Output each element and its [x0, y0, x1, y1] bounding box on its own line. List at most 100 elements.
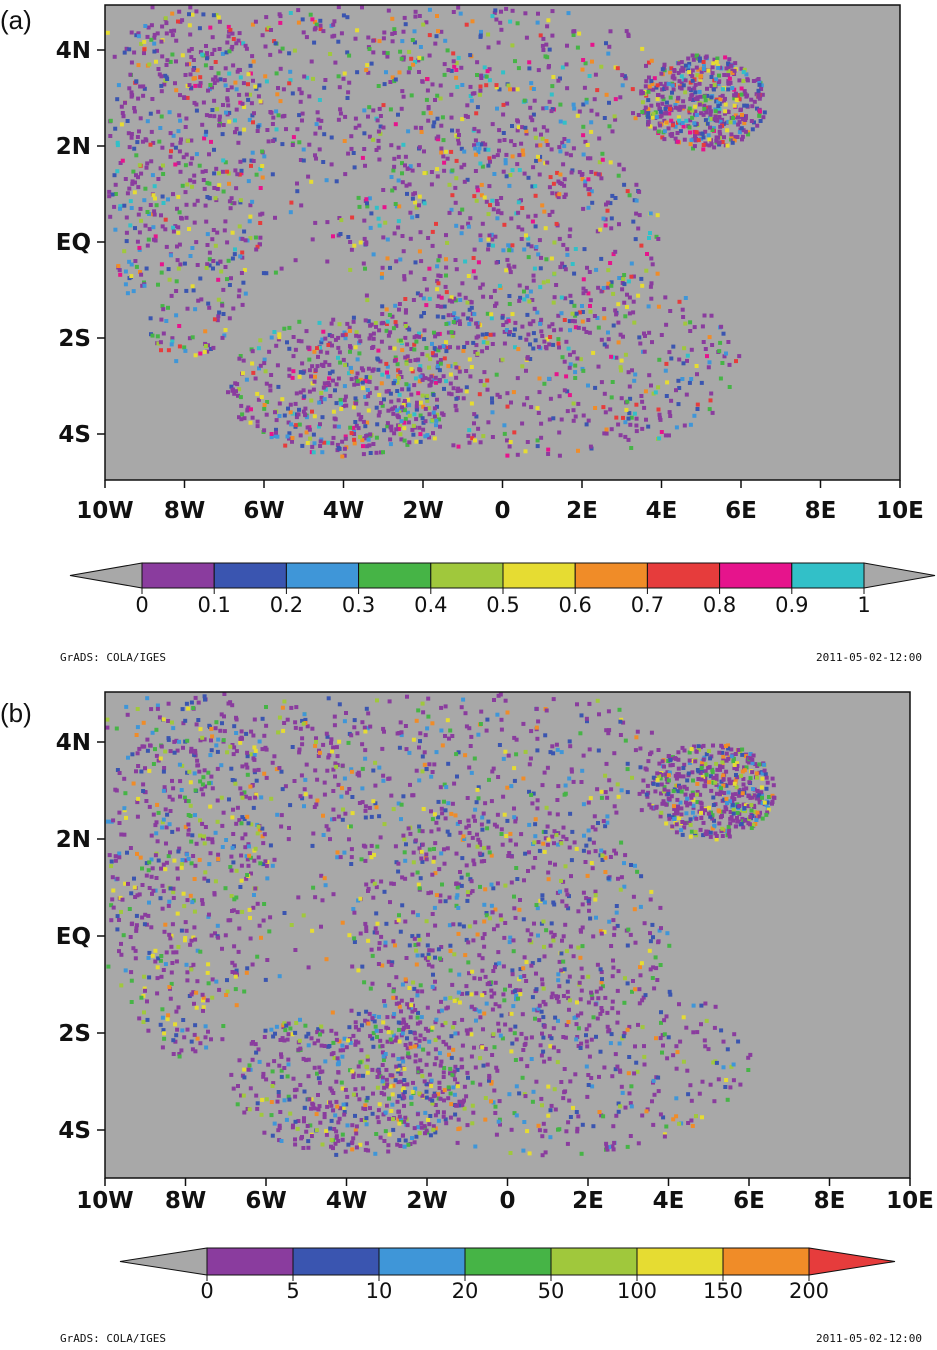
map-pixel [403, 919, 408, 924]
map-pixel [222, 692, 227, 696]
map-pixel [414, 962, 419, 967]
map-pixel [378, 359, 383, 364]
map-pixel [238, 740, 243, 745]
map-pixel [250, 349, 255, 354]
map-pixel [586, 205, 591, 210]
map-pixel [330, 441, 335, 446]
map-pixel [142, 198, 147, 203]
map-background [105, 5, 900, 480]
map-pixel [604, 92, 609, 97]
map-pixel [546, 279, 550, 284]
map-pixel [412, 936, 417, 941]
map-pixel [506, 854, 511, 858]
map-pixel [466, 940, 471, 945]
map-pixel [424, 767, 429, 771]
map-pixel [420, 416, 425, 421]
map-pixel [478, 1015, 483, 1020]
map-pixel [225, 750, 230, 755]
map-pixel [249, 163, 253, 168]
map-pixel [209, 748, 214, 753]
map-pixel [312, 441, 317, 446]
map-pixel [288, 78, 293, 83]
map-pixel [154, 876, 159, 880]
map-pixel [309, 59, 314, 64]
map-pixel [476, 837, 481, 842]
map-pixel [621, 415, 625, 420]
map-pixel [594, 915, 598, 920]
map-pixel [479, 709, 484, 714]
map-pixel [454, 752, 459, 757]
map-pixel [136, 63, 141, 68]
map-pixel [219, 712, 224, 717]
map-pixel [161, 769, 166, 774]
map-pixel [255, 424, 260, 429]
map-pixel [564, 903, 569, 908]
map-pixel [692, 121, 697, 126]
map-pixel [399, 817, 403, 822]
map-pixel [556, 972, 561, 977]
map-pixel [246, 82, 250, 87]
map-pixel [644, 417, 648, 422]
map-pixel [586, 1000, 591, 1005]
map-pixel [141, 720, 146, 725]
map-pixel [356, 898, 361, 903]
map-pixel [322, 876, 327, 881]
map-pixel [404, 361, 409, 366]
map-pixel [623, 352, 628, 357]
map-pixel [408, 358, 413, 363]
map-pixel [369, 211, 374, 216]
map-pixel [398, 257, 403, 262]
map-pixel [352, 243, 357, 248]
map-pixel [581, 58, 586, 62]
x-tick-label: 4W [323, 498, 364, 524]
map-pixel [605, 1024, 610, 1029]
map-pixel [293, 720, 298, 725]
map-pixel [352, 725, 357, 730]
map-pixel [245, 772, 250, 777]
map-pixel [349, 369, 354, 374]
map-pixel [534, 725, 539, 730]
map-pixel [579, 713, 584, 718]
map-pixel [212, 81, 217, 85]
map-pixel [475, 188, 480, 193]
map-pixel [293, 258, 298, 263]
map-pixel [428, 357, 433, 362]
map-pixel [115, 97, 120, 102]
map-pixel [205, 998, 210, 1003]
map-pixel [449, 811, 454, 816]
map-pixel [134, 926, 139, 931]
map-pixel [217, 47, 222, 51]
map-pixel [627, 295, 632, 300]
map-pixel [605, 814, 610, 819]
map-pixel [156, 858, 161, 863]
map-pixel [689, 347, 694, 352]
map-pixel [430, 351, 435, 356]
map-pixel [119, 952, 124, 957]
map-pixel [360, 155, 365, 160]
map-pixel [105, 717, 110, 722]
map-pixel [522, 402, 527, 407]
map-pixel [737, 97, 742, 102]
map-pixel [609, 280, 614, 285]
map-pixel [600, 977, 604, 982]
map-pixel [232, 778, 237, 783]
map-pixel [289, 200, 294, 205]
map-pixel [687, 108, 692, 113]
map-pixel [559, 295, 564, 300]
map-pixel [390, 188, 395, 193]
map-pixel [485, 387, 490, 392]
map-pixel [367, 379, 372, 384]
map-pixel [187, 23, 192, 28]
map-pixel [722, 73, 727, 77]
map-pixel [427, 948, 432, 953]
map-pixel [188, 178, 193, 183]
map-pixel [509, 784, 514, 789]
map-pixel [669, 133, 674, 138]
map-pixel [389, 881, 394, 886]
map-pixel [336, 782, 341, 787]
map-pixel [136, 212, 141, 217]
map-pixel [611, 252, 616, 257]
map-pixel [161, 717, 166, 722]
map-pixel [602, 929, 607, 934]
map-pixel [486, 237, 491, 242]
